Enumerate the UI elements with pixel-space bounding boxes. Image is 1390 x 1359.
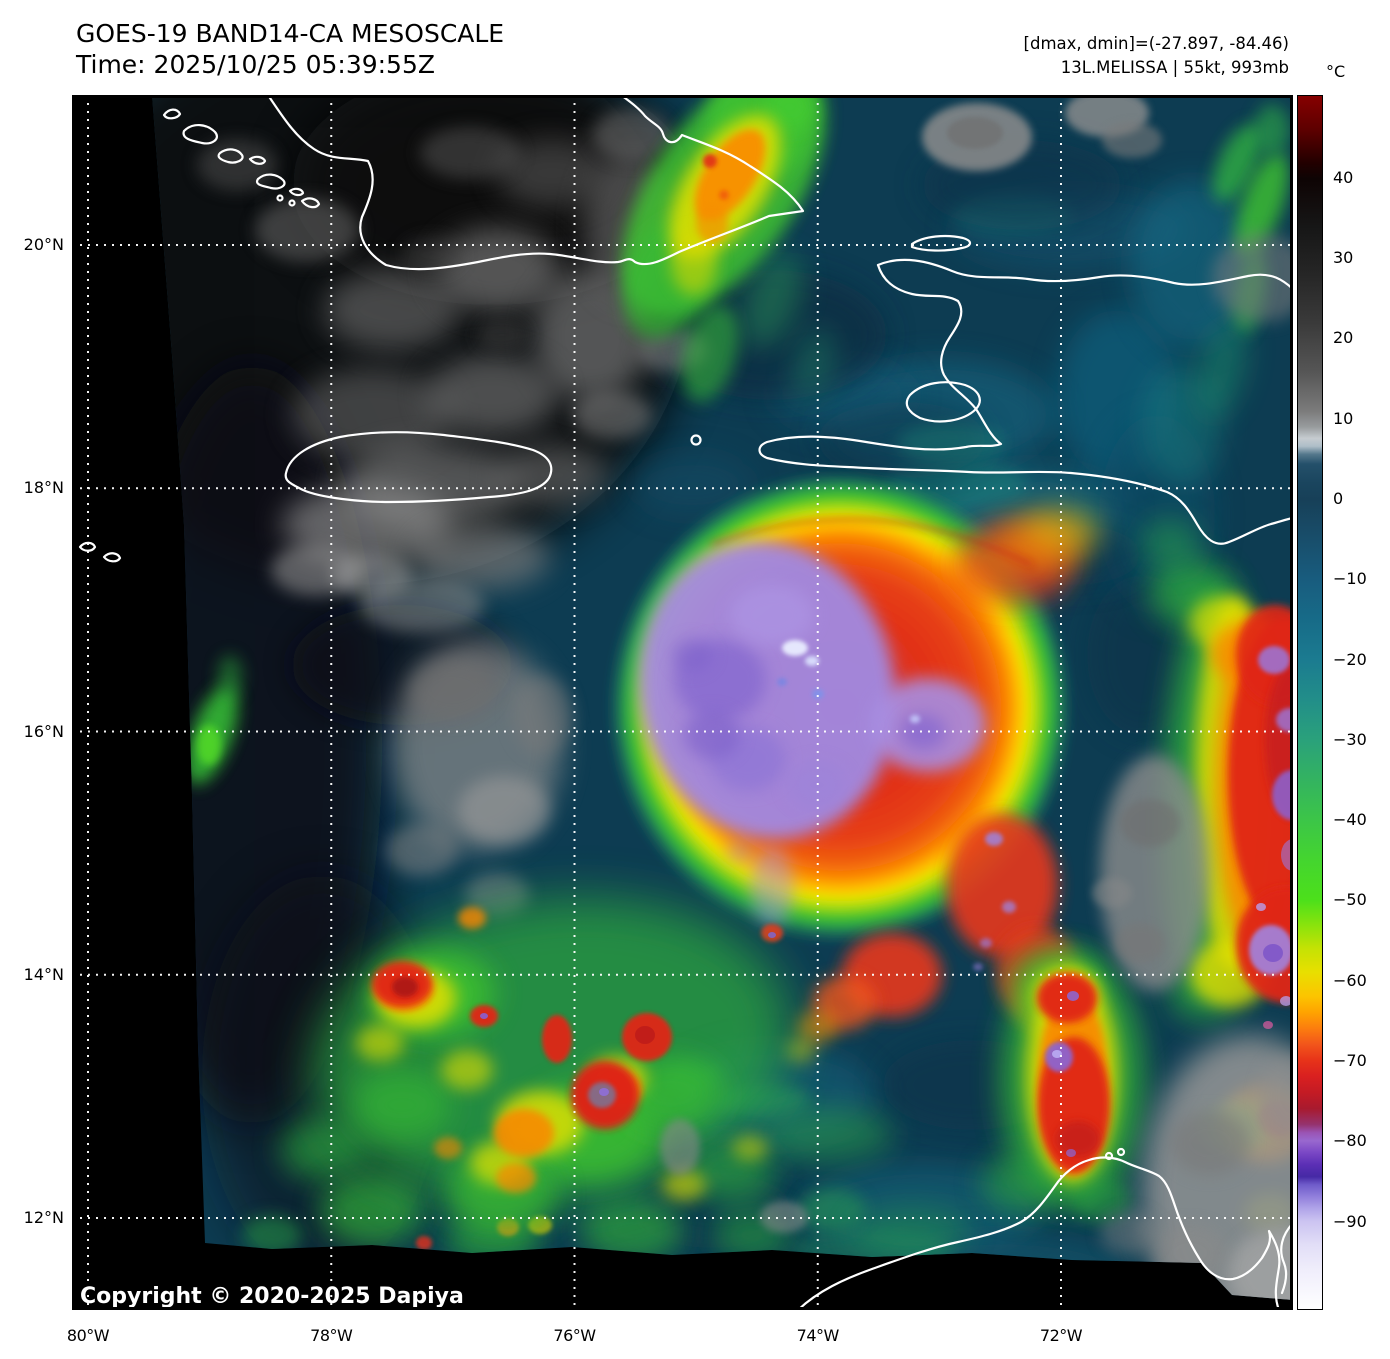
cloud-field-jamaica [271, 485, 550, 633]
product-timestamp: Time: 2025/10/25 05:39:55Z [76, 50, 435, 79]
coastlines [78, 95, 1293, 1310]
colorbar-tick--30: −30 [1333, 729, 1367, 749]
coastline-hispaniola-south [758, 263, 1293, 545]
coastline-west-islets [78, 541, 122, 563]
hurricane-cold-overshoot-region [637, 540, 1016, 971]
colorbar-tick--90: −90 [1333, 1211, 1367, 1231]
storm-info-annotation: 13L.MELISSA | 55kt, 993mb [1060, 58, 1289, 77]
lon-tick-label-80w: 80°W [66, 1326, 110, 1345]
colorbar-tick--70: −70 [1333, 1051, 1367, 1071]
colorbar-tick-40: 40 [1333, 167, 1354, 187]
lat-tick-label-12n: 12°N [23, 1208, 64, 1227]
colorbar-tick-10: 10 [1333, 408, 1354, 428]
temperature-colorbar [1297, 95, 1323, 1310]
coastline-jamaica [284, 431, 553, 504]
convection-cuba [622, 95, 826, 402]
lon-tick-label-76w: 76°W [553, 1326, 596, 1345]
lat-tick-label-18n: 18°N [23, 478, 64, 498]
colorbar-unit-label: °C [1326, 62, 1346, 81]
title-block: GOES-19 BAND14-CA MESOSCALE Time: 2025/1… [76, 18, 504, 80]
satellite-map: Copyright © 2020-2025 Dapiya [72, 95, 1293, 1310]
annotation-block: [dmax, dmin]=(-27.897, -84.46) 13L.MELIS… [1024, 32, 1289, 80]
lon-tick-label-72w: 72°W [1039, 1326, 1083, 1345]
product-title: GOES-19 BAND14-CA MESOSCALE [76, 19, 505, 48]
dmax-dmin-annotation: [dmax, dmin]=(-27.897, -84.46) [1023, 34, 1289, 53]
lat-tick-label-20n: 20°N [23, 235, 64, 254]
colorbar-tick--10: −10 [1333, 569, 1367, 589]
lon-tick-label-78w: 78°W [310, 1326, 353, 1345]
lat-tick-label-14n: 14°N [23, 964, 64, 984]
coastline-cuba [266, 95, 805, 271]
coastline-guajira-islet [1116, 1147, 1126, 1157]
colorbar-tick--60: −60 [1333, 970, 1367, 990]
colorbar-tick-0: 0 [1333, 488, 1344, 508]
lat-tick-label-16n: 16°N [23, 721, 64, 741]
colorbar-tick-20: 20 [1333, 328, 1354, 348]
coastline-guajira-islet [1104, 1151, 1114, 1161]
convection-east [1140, 519, 1293, 1233]
coastline-venezuela-fragment [1280, 1221, 1293, 1295]
convection-sw-cluster [313, 897, 893, 1233]
colorbar-tick--80: −80 [1333, 1131, 1367, 1151]
coastline-navassa-island [690, 434, 702, 446]
colorbar-tick--20: −20 [1333, 649, 1367, 669]
convection-72w [982, 949, 1144, 1222]
lon-tick-label-74w: 74°W [796, 1326, 840, 1345]
coastline-south-america [796, 1156, 1281, 1310]
cloud-field-midleft [386, 640, 572, 917]
coastline-hispaniola-north [876, 258, 1293, 291]
copyright-text: Copyright © 2020-2025 Dapiya [80, 1284, 464, 1309]
colorbar-tick-30: 30 [1333, 248, 1354, 268]
coastline-gonave-island [905, 381, 981, 423]
latlon-gridlines [72, 95, 1293, 1310]
colorbar-tick--40: −40 [1333, 810, 1367, 830]
coastline-cuban-cays [162, 108, 321, 209]
colorbar-tick--50: −50 [1333, 890, 1367, 910]
satellite-imagery: Copyright © 2020-2025 Dapiya [72, 95, 1293, 1310]
map-frame [72, 95, 1293, 1310]
